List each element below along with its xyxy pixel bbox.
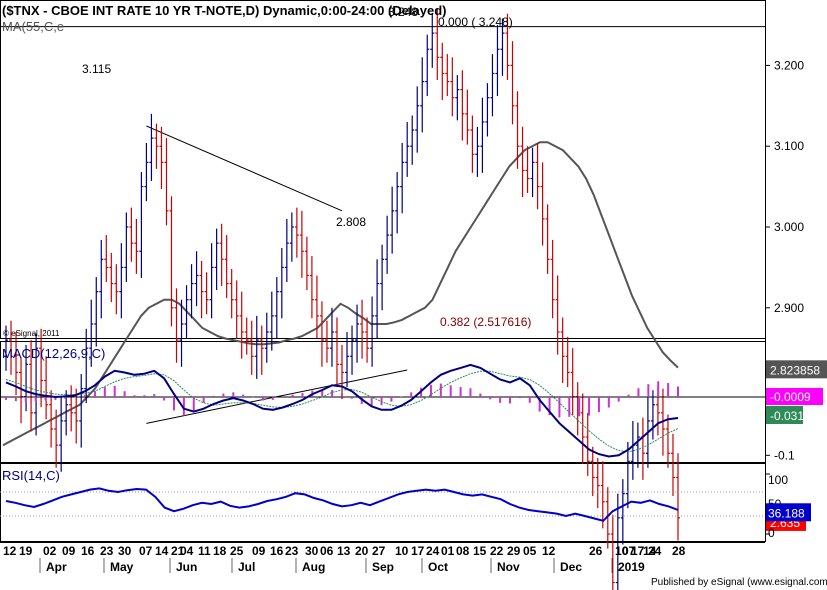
x-day-label: 17 — [631, 544, 645, 558]
macd-panel-frame — [0, 341, 766, 463]
fib-382-label: 0.382 (2.517616) — [440, 315, 531, 329]
macd-signal-value-box — [766, 406, 803, 424]
x-day-label: 09 — [62, 544, 76, 558]
x-day-label: 04 — [180, 544, 194, 558]
x-month-label: Nov — [497, 560, 520, 574]
annotation-high-may: 3.115 — [82, 62, 111, 76]
rsi-panel: 10050036.188 — [0, 473, 811, 540]
rsi-value-box — [766, 503, 811, 522]
x-day-label: 05 — [523, 544, 537, 558]
x-day-label: 16 — [81, 544, 95, 558]
copyright-label: © eSignal, 2011 — [3, 329, 60, 338]
x-day-label: 30 — [305, 544, 319, 558]
price-y-tick-label: 3.000 — [774, 220, 804, 234]
x-month-label: Jul — [238, 560, 255, 574]
rsi-line — [5, 487, 679, 522]
trendline — [146, 125, 343, 212]
x-day-label: 24 — [648, 544, 662, 558]
x-day-label: 19 — [19, 544, 33, 558]
x-day-label: 27 — [372, 544, 386, 558]
ma-value-box — [766, 360, 827, 379]
x-day-label: 26 — [589, 544, 603, 558]
x-day-label: 14 — [155, 544, 169, 558]
x-day-label: 01 — [441, 544, 455, 558]
price-y-tick-label: 3.200 — [774, 58, 804, 72]
annotation-high-oct: 3.248 — [388, 5, 418, 19]
x-day-label: 06 — [320, 544, 334, 558]
x-day-label: 02 — [43, 544, 57, 558]
x-day-label: 13 — [337, 544, 351, 558]
x-month-label: Jun — [176, 560, 197, 574]
x-month-label: Dec — [560, 560, 582, 574]
x-month-label: Sep — [372, 560, 394, 574]
rsi-title: RSI(14,C) — [2, 468, 60, 483]
x-day-label: 07 — [139, 544, 153, 558]
price-y-tick-label: 2.900 — [774, 301, 804, 315]
rsi-y-tick-label: 0 — [768, 526, 775, 540]
x-day-label: 23 — [100, 544, 114, 558]
x-day-label: 16 — [270, 544, 284, 558]
x-day-label: 12 — [3, 544, 17, 558]
x-day-label: 14 — [643, 544, 657, 558]
x-month-label: Oct — [428, 560, 448, 574]
x-day-label: 25 — [230, 544, 244, 558]
fib-0-label: 0.000 ( 3.248) — [438, 15, 513, 29]
rsi-y-tick-label: 100 — [768, 473, 788, 487]
x-day-label: 23 — [285, 544, 299, 558]
price-panel: 3.200 3.100 3.000 2.900 3.115 2.808 3.248 0.000… — [0, 5, 827, 590]
x-day-label: 10 — [395, 544, 409, 558]
x-day-label: 17 — [411, 544, 425, 558]
x-day-label: 15 — [473, 544, 487, 558]
ma-label: MA(55,C,e — [2, 19, 64, 34]
rsi-value-label: 36.188 — [768, 506, 805, 520]
x-month-label: Aug — [302, 560, 325, 574]
x-day-label: 29 — [507, 544, 521, 558]
annotation-low-aug: 2.808 — [336, 215, 366, 229]
ma55-line — [2, 141, 679, 447]
x-day-label: 11 — [198, 544, 211, 558]
x-month-label: May — [110, 560, 134, 574]
x-day-label: 20 — [355, 544, 369, 558]
macd-hist-value-box — [766, 388, 823, 405]
price-y-tick-label: 3.100 — [774, 139, 804, 153]
x-day-label: 10 — [615, 544, 629, 558]
macd-signal-line — [5, 370, 679, 453]
x-day-label: 07 — [622, 544, 636, 558]
x-day-label: 28 — [672, 544, 686, 558]
x-day-label: 30 — [118, 544, 132, 558]
footer-credit: Published by eSignal (www.esignal.com) — [651, 577, 827, 588]
macd-title: MACD(12,26,9,C) — [2, 346, 105, 361]
x-day-label: 22 — [490, 544, 504, 558]
x-day-label: 09 — [252, 544, 266, 558]
x-day-label: 21 — [171, 544, 185, 558]
macd-panel: -0.1 -0.0009 -0.031 — [0, 363, 823, 462]
rsi-panel-frame — [0, 463, 766, 542]
x-day-label: 18 — [213, 544, 227, 558]
macd-signal-value-label: -0.031 — [770, 409, 804, 423]
x-day-label: 08 — [456, 544, 470, 558]
macd-y-tick-label: -0.1 — [774, 448, 795, 462]
ma-value-label: 2.823858 — [770, 363, 820, 377]
x-month-label: Apr — [46, 560, 67, 574]
x-day-label: 24 — [426, 544, 440, 558]
macd-hist-value-label: -0.0009 — [770, 390, 811, 404]
price-chart-title: ($TNX - CBOE INT RATE 10 YR T-NOTE,D) Dy… — [2, 3, 447, 18]
x-month-label: 2019 — [618, 560, 645, 574]
price-panel-frame — [0, 0, 766, 339]
macd-line — [5, 363, 679, 458]
x-day-label: 12 — [542, 544, 556, 558]
